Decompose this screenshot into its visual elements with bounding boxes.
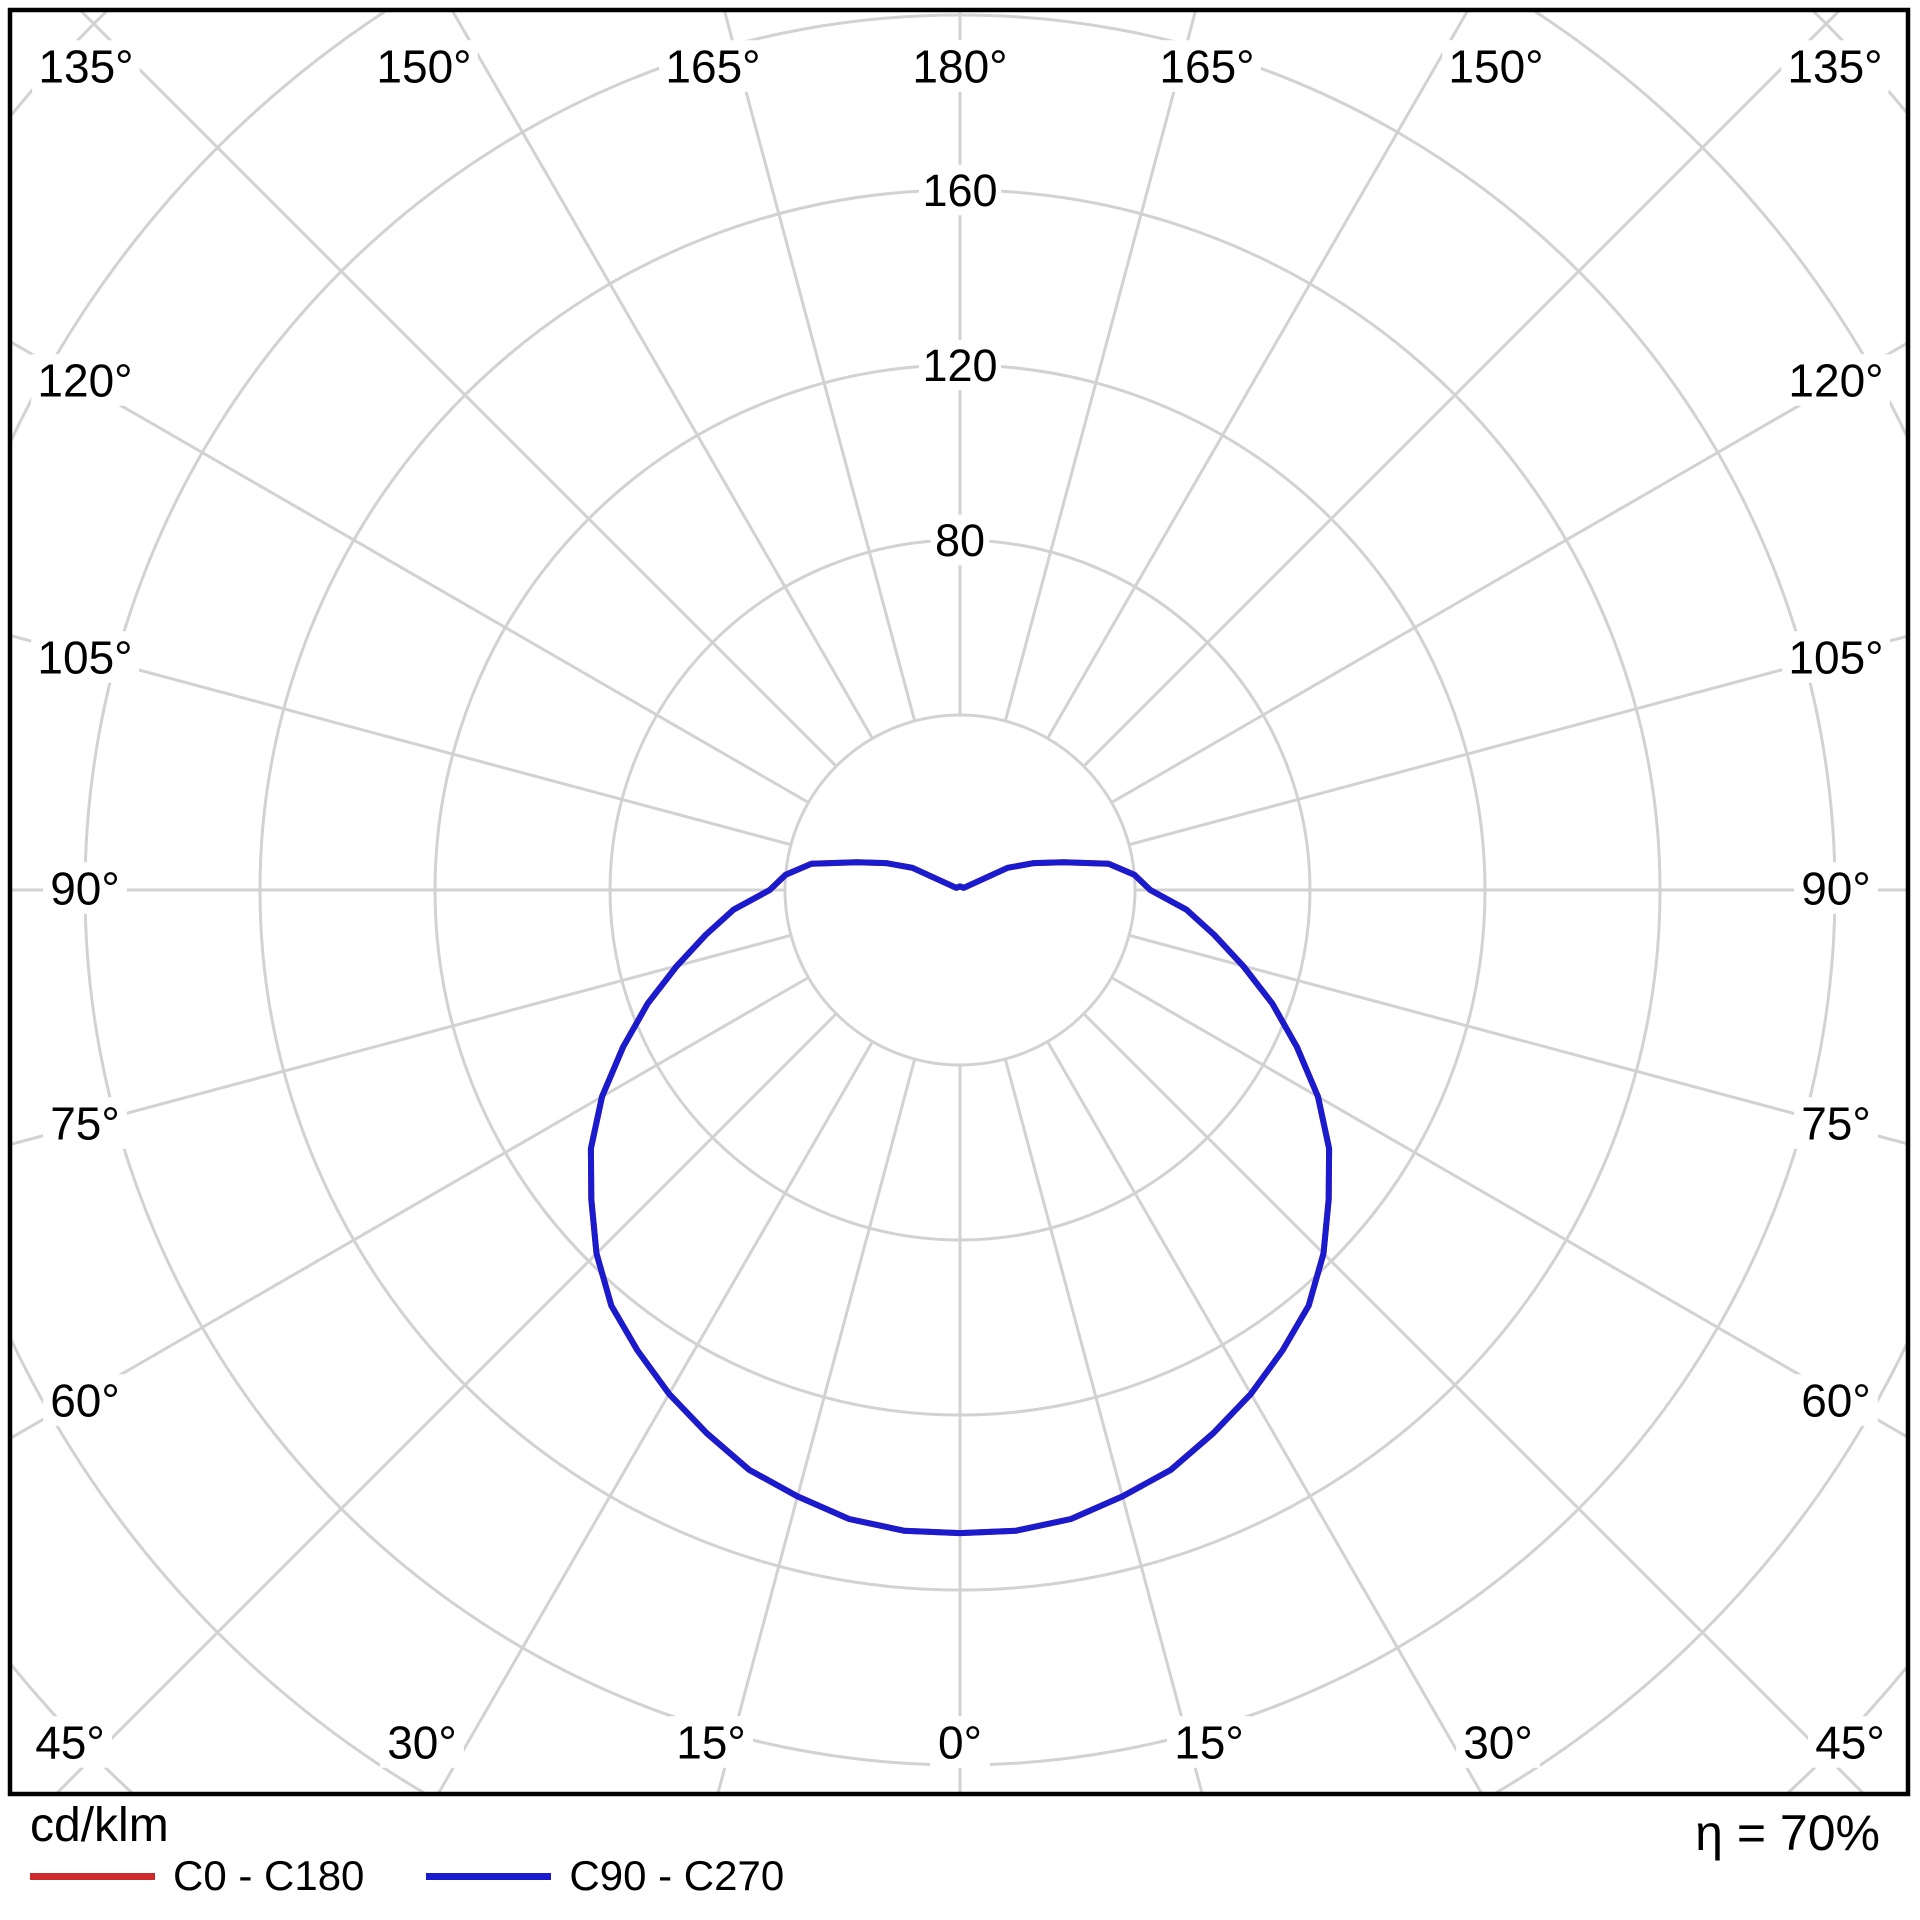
angle-label-bottom: 30° (387, 1717, 457, 1769)
grid-radial (1110, 976, 1908, 1440)
grid-radial (1046, 1040, 1484, 1794)
angle-label-top-mask (1442, 40, 1550, 92)
legend-label: C0 - C180 (173, 1852, 365, 1899)
angle-label-bottom-mask (28, 1716, 112, 1768)
angle-label-top-mask (370, 40, 478, 92)
angle-label-top: 150° (376, 41, 471, 93)
angle-label-right-mask (1782, 354, 1890, 406)
grid-radial (10, 339, 810, 804)
legend-label: C90 - C270 (569, 1852, 785, 1899)
angle-label-bottom: 30° (1463, 1717, 1533, 1769)
angle-label-left-mask (31, 354, 139, 406)
angle-label-bottom-mask (380, 1716, 464, 1768)
ring-value-label-mask (918, 339, 1002, 391)
grid-radial (436, 1040, 874, 1794)
angle-label-right: 105° (1788, 632, 1883, 684)
grid-radial (1128, 634, 1908, 847)
angle-label-left: 75° (50, 1098, 120, 1150)
ring-value-label: 160 (922, 165, 997, 216)
grid-radial (53, 1012, 838, 1794)
angle-label-right-mask (1794, 1374, 1878, 1426)
angle-label-right: 60° (1801, 1375, 1871, 1427)
grid-radial (1082, 10, 1843, 768)
angle-label-bottom-mask (930, 1716, 990, 1768)
angle-label-bottom-mask (1808, 1716, 1892, 1768)
angle-label-left-mask (43, 1097, 127, 1149)
angle-label-top-mask (659, 40, 767, 92)
legend: C0 - C180 C90 - C270 (30, 1852, 784, 1900)
angle-label-top-mask (906, 40, 1014, 92)
angle-label-bottom-mask (1167, 1716, 1251, 1768)
angle-label-bottom: 0° (938, 1717, 982, 1769)
angle-label-left: 60° (50, 1375, 120, 1427)
angle-label-left: 105° (37, 632, 132, 684)
angle-label-top: 150° (1448, 41, 1543, 93)
grid-radial (1128, 933, 1908, 1146)
angle-label-top: 165° (665, 41, 760, 93)
angle-label-top-mask (1781, 40, 1889, 92)
grid-radial (716, 1058, 917, 1794)
angle-label-bottom: 15° (1174, 1717, 1244, 1769)
ring-value-label: 80 (935, 515, 985, 566)
angle-label-top: 135° (38, 41, 133, 93)
grid-radial (10, 976, 810, 1441)
grid-radial (10, 633, 792, 847)
ring-value-label: 120 (922, 340, 997, 391)
grid-radial (1046, 10, 1470, 740)
grid-radial (77, 10, 838, 768)
unit-label: cd/klm (30, 1799, 169, 1852)
legend-swatch-red-line (30, 1872, 155, 1880)
angle-label-left-mask (31, 631, 139, 683)
angle-label-top: 180° (912, 41, 1007, 93)
angle-label-right: 90° (1801, 863, 1871, 915)
angle-label-top: 165° (1159, 41, 1254, 93)
ring-value-label-mask (918, 164, 1002, 216)
angle-label-right: 120° (1788, 355, 1883, 407)
ring-value-label-mask (930, 514, 990, 566)
angle-label-right-mask (1782, 631, 1890, 683)
angle-label-left: 90° (50, 863, 120, 915)
angle-label-right-mask (1794, 1097, 1878, 1149)
grid-radial (1003, 1058, 1204, 1794)
legend-item-c90-c270: C90 - C270 (426, 1852, 784, 1900)
efficiency-label: η = 70% (1695, 1805, 1880, 1861)
angle-label-right-mask (1794, 862, 1878, 914)
angle-label-bottom: 15° (676, 1717, 746, 1769)
angle-label-left-mask (43, 862, 127, 914)
legend-item-c0-c180: C0 - C180 (30, 1852, 364, 1900)
angle-label-left-mask (43, 1374, 127, 1426)
grid-radial (10, 933, 792, 1147)
curve-c90-c270 (587, 859, 1333, 1537)
angle-label-right: 75° (1801, 1098, 1871, 1150)
grid-radial (1082, 1012, 1867, 1794)
legend-swatch-blue-line (426, 1872, 552, 1880)
angle-label-bottom: 45° (35, 1717, 105, 1769)
grid-radial (1110, 340, 1908, 804)
angle-label-left: 120° (37, 355, 132, 407)
angle-label-bottom-mask (669, 1716, 753, 1768)
grid-radial (450, 10, 874, 740)
angle-label-top: 135° (1787, 41, 1882, 93)
angle-label-bottom: 45° (1815, 1717, 1885, 1769)
angle-label-bottom-mask (1456, 1716, 1540, 1768)
angle-label-top-mask (32, 40, 140, 92)
angle-label-top-mask (1153, 40, 1261, 92)
plot-border (7, 7, 1911, 1797)
